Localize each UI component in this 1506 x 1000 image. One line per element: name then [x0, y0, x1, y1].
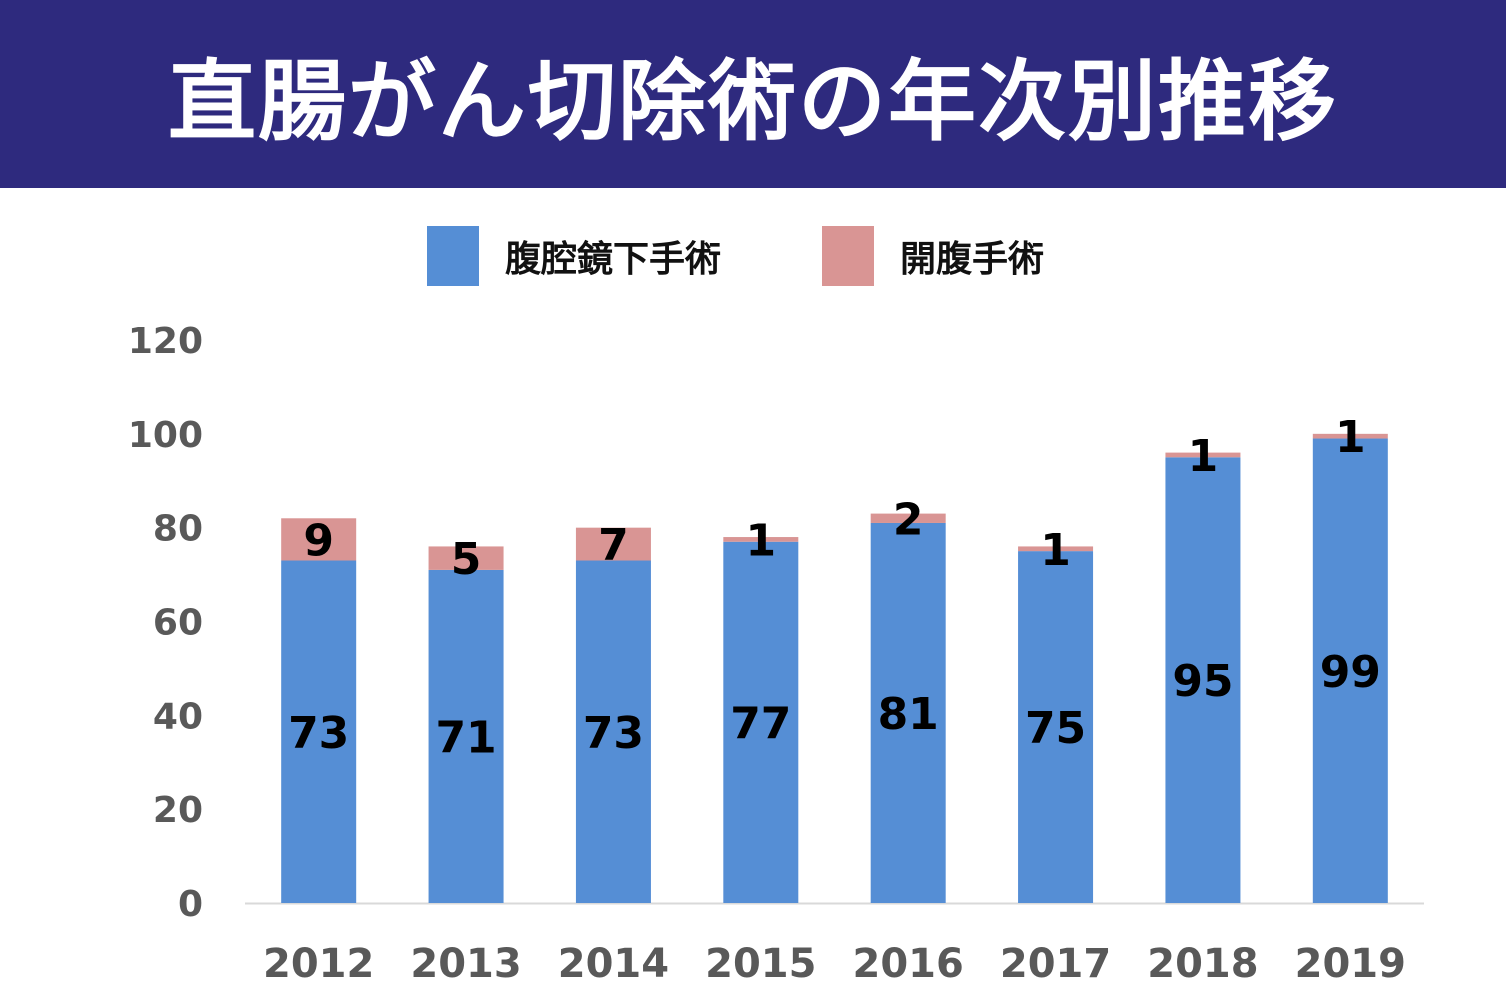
bar-open-2016 — [870, 513, 946, 523]
x-tick-label-2018: 2018 — [1147, 941, 1258, 987]
bar-laparoscopic-2013 — [428, 569, 504, 903]
x-tick-label-2016: 2016 — [853, 941, 964, 987]
x-tick-label-2012: 2012 — [263, 941, 374, 987]
x-tick-label-2015: 2015 — [705, 941, 816, 987]
bar-open-2012 — [281, 518, 357, 561]
chart-legend: 腹腔鏡下手術 開腹手術 — [0, 226, 1506, 288]
bar-laparoscopic-2015 — [723, 541, 799, 903]
y-tick-label-4: 80 — [153, 509, 203, 550]
chart-title: 直腸がん切除術の年次別推移 — [167, 49, 1338, 153]
data-label-open-2016: 2 — [893, 494, 924, 545]
x-tick-label-2013: 2013 — [410, 941, 521, 987]
legend-item-open: 開腹手術 — [822, 226, 1044, 286]
x-tick-label-2014: 2014 — [558, 941, 669, 987]
bar-open-2014 — [575, 527, 651, 561]
y-tick-label-5: 100 — [128, 415, 203, 456]
bar-laparoscopic-2018 — [1165, 457, 1241, 903]
data-label-laparoscopic-2012: 73 — [288, 708, 349, 759]
bar-open-2018 — [1165, 452, 1241, 458]
data-label-open-2012: 9 — [303, 515, 334, 566]
legend-item-laparoscopic: 腹腔鏡下手術 — [427, 226, 721, 286]
legend-label-open: 開腹手術 — [900, 239, 1045, 280]
bar-open-2013 — [428, 546, 504, 570]
data-label-laparoscopic-2019: 99 — [1320, 647, 1381, 698]
legend-swatch-laparoscopic — [427, 226, 479, 286]
title-banner: 直腸がん切除術の年次別推移 — [0, 0, 1506, 188]
data-label-laparoscopic-2014: 73 — [583, 708, 644, 759]
y-tick-label-6: 120 — [128, 321, 203, 362]
data-label-open-2018: 1 — [1188, 431, 1219, 482]
x-tick-label-2019: 2019 — [1295, 941, 1406, 987]
y-tick-label-3: 60 — [153, 603, 203, 644]
data-label-open-2017: 1 — [1040, 525, 1071, 576]
legend-swatch-open — [822, 226, 874, 286]
data-label-laparoscopic-2016: 81 — [878, 689, 939, 740]
y-tick-label-0: 0 — [178, 884, 203, 925]
y-tick-label-2: 40 — [153, 696, 203, 737]
data-label-laparoscopic-2013: 71 — [435, 712, 496, 763]
bar-laparoscopic-2016 — [870, 522, 946, 903]
bar-laparoscopic-2017 — [1018, 551, 1094, 903]
data-label-open-2015: 1 — [746, 515, 777, 566]
bar-laparoscopic-2019 — [1312, 438, 1388, 903]
bar-open-2015 — [723, 537, 799, 542]
data-label-laparoscopic-2015: 77 — [730, 698, 791, 749]
data-label-open-2019: 1 — [1335, 412, 1366, 463]
y-tick-label-1: 20 — [153, 790, 203, 831]
bar-open-2019 — [1312, 433, 1388, 439]
data-label-laparoscopic-2018: 95 — [1172, 656, 1233, 707]
bar-laparoscopic-2014 — [575, 560, 651, 903]
x-tick-label-2017: 2017 — [1000, 941, 1111, 987]
data-label-laparoscopic-2017: 75 — [1025, 703, 1086, 754]
bar-open-2017 — [1018, 546, 1094, 552]
bar-laparoscopic-2012 — [281, 560, 357, 903]
legend-label-laparoscopic: 腹腔鏡下手術 — [505, 239, 722, 280]
data-label-open-2014: 7 — [598, 520, 629, 571]
data-label-open-2013: 5 — [451, 534, 482, 585]
